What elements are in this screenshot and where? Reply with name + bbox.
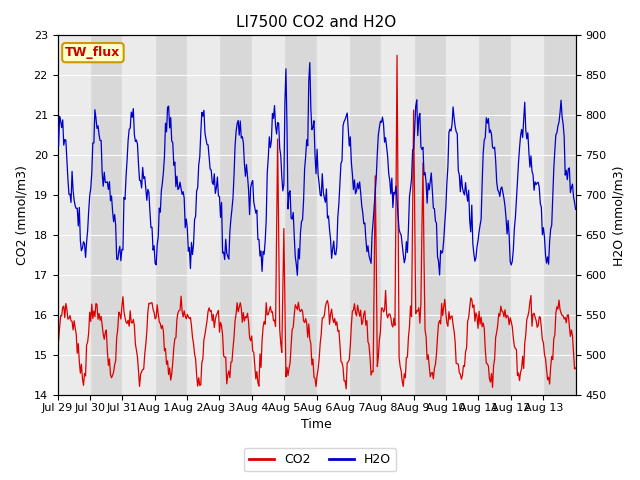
Text: TW_flux: TW_flux — [65, 46, 120, 59]
X-axis label: Time: Time — [301, 419, 332, 432]
Bar — [317, 36, 349, 395]
Bar — [122, 36, 155, 395]
Bar — [511, 36, 543, 395]
Bar — [252, 36, 284, 395]
Bar — [381, 36, 413, 395]
Y-axis label: CO2 (mmol/m3): CO2 (mmol/m3) — [15, 165, 28, 265]
Bar — [187, 36, 220, 395]
Bar — [58, 36, 90, 395]
Y-axis label: H2O (mmol/m3): H2O (mmol/m3) — [612, 165, 625, 265]
Legend: CO2, H2O: CO2, H2O — [244, 448, 396, 471]
Bar — [446, 36, 479, 395]
Title: LI7500 CO2 and H2O: LI7500 CO2 and H2O — [236, 15, 397, 30]
